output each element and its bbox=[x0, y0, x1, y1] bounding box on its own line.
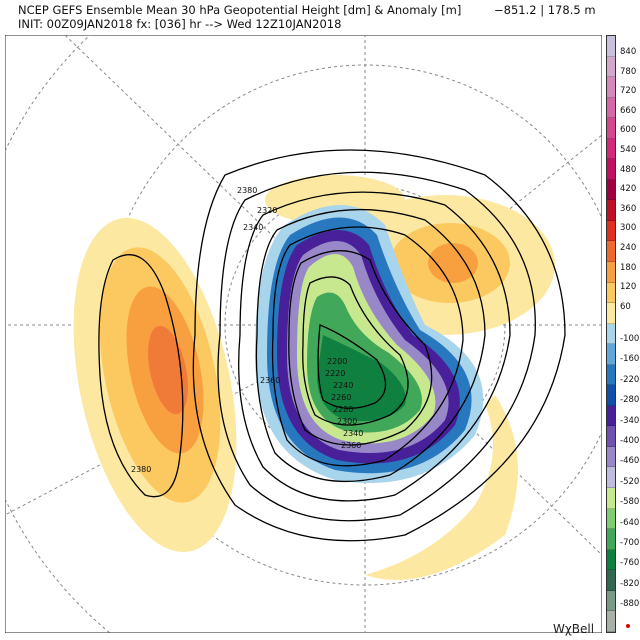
polar-vortex-anomaly bbox=[255, 205, 484, 483]
anomaly-range: −851.2 | 178.5 m bbox=[494, 3, 596, 17]
colorbar-swatch bbox=[607, 508, 615, 530]
colorbar-label: -700 bbox=[620, 538, 640, 548]
colorbar-swatch bbox=[607, 220, 615, 242]
colorbar-swatch bbox=[607, 426, 615, 447]
colorbar-label: 840 bbox=[620, 47, 637, 57]
wxbell-logo: WχBell bbox=[553, 622, 595, 636]
colorbar-label: -400 bbox=[620, 436, 640, 446]
colorbar-label: -880 bbox=[620, 599, 640, 610]
colorbar-label: 240 bbox=[620, 243, 637, 253]
colorbar-swatch bbox=[607, 179, 615, 201]
colorbar-swatch bbox=[607, 549, 615, 571]
colorbar-swatch bbox=[607, 364, 615, 386]
colorbar-swatch bbox=[607, 467, 615, 489]
colorbar-label: -460 bbox=[620, 456, 640, 467]
colorbar-swatch bbox=[607, 118, 615, 139]
colorbar-label: -760 bbox=[620, 558, 640, 569]
colorbar-label: -100 bbox=[620, 334, 640, 344]
colorbar-swatch bbox=[607, 488, 615, 509]
map-title: NCEP GEFS Ensemble Mean 30 hPa Geopotent… bbox=[18, 3, 462, 17]
colorbar-swatch bbox=[607, 385, 615, 406]
colorbar-label: 420 bbox=[620, 184, 637, 195]
colorbar-swatch bbox=[607, 282, 615, 304]
colorbar-label: -820 bbox=[620, 578, 640, 589]
colorbar-swatch bbox=[607, 611, 615, 632]
colorbar-swatch bbox=[607, 323, 615, 345]
colorbar-label: 480 bbox=[620, 164, 637, 175]
colorbar-label: 720 bbox=[620, 86, 637, 97]
colorbar-label: 360 bbox=[620, 203, 637, 214]
contour-label: 2200 bbox=[327, 357, 347, 366]
colorbar-swatch bbox=[607, 241, 615, 263]
colorbar-swatch bbox=[607, 200, 615, 221]
colorbar-label: -220 bbox=[620, 374, 640, 385]
colorbar-label: -640 bbox=[620, 517, 640, 528]
colorbar-label: 180 bbox=[620, 262, 637, 273]
contour-label: 2320 bbox=[257, 206, 277, 215]
contour-label: 2360 bbox=[341, 441, 361, 450]
contour-label: 2260 bbox=[331, 393, 351, 402]
polar-map: 2380 2320 2340 2200 2220 2240 2260 2280 … bbox=[5, 35, 602, 633]
colorbar-label: -160 bbox=[620, 354, 640, 365]
contour-label: 2380 bbox=[131, 465, 151, 474]
colorbar bbox=[606, 35, 616, 633]
contour-label: 2220 bbox=[325, 369, 345, 378]
colorbar-swatch bbox=[607, 529, 615, 550]
contour-label: 2380 bbox=[237, 186, 257, 195]
height-contours bbox=[98, 149, 566, 542]
colorbar-swatch bbox=[607, 97, 615, 119]
colorbar-swatch bbox=[607, 262, 615, 283]
colorbar-label: 600 bbox=[620, 125, 637, 136]
contour-label: 2340 bbox=[243, 223, 263, 232]
contour-label: 2240 bbox=[333, 381, 353, 390]
contour-labels: 2380 2320 2340 2200 2220 2240 2260 2280 … bbox=[131, 186, 363, 474]
contour-label: 2340 bbox=[343, 429, 363, 438]
colorbar-swatch bbox=[607, 77, 615, 98]
colorbar-swatch bbox=[607, 159, 615, 180]
colorbar-label: -520 bbox=[620, 476, 640, 487]
contour-label: 2280 bbox=[333, 405, 353, 414]
colorbar-swatch bbox=[607, 405, 615, 427]
colorbar-swatch bbox=[607, 446, 615, 468]
colorbar-label: -340 bbox=[620, 415, 640, 426]
contour-label: 2360 bbox=[260, 376, 280, 385]
colorbar-swatch bbox=[607, 570, 615, 591]
contour-label: 2300 bbox=[337, 417, 357, 426]
colorbar-label: 60 bbox=[620, 301, 631, 312]
colorbar-label: 300 bbox=[620, 223, 637, 234]
colorbar-label: 120 bbox=[620, 282, 637, 293]
positive-anomaly-west bbox=[73, 217, 237, 553]
colorbar-label: -280 bbox=[620, 395, 640, 406]
colorbar-swatch bbox=[607, 303, 615, 324]
colorbar-label: 540 bbox=[620, 145, 637, 155]
colorbar-label: 660 bbox=[620, 105, 637, 116]
colorbar-swatch bbox=[607, 56, 615, 78]
logo-dot bbox=[626, 624, 630, 628]
colorbar-swatch bbox=[607, 36, 615, 57]
colorbar-swatch bbox=[607, 344, 615, 365]
colorbar-swatch bbox=[607, 590, 615, 612]
init-time: INIT: 00Z09JAN2018 fx: [036] hr --> Wed … bbox=[18, 17, 342, 31]
colorbar-label: -580 bbox=[620, 497, 640, 508]
colorbar-label: 780 bbox=[620, 66, 637, 77]
colorbar-swatch bbox=[607, 138, 615, 160]
